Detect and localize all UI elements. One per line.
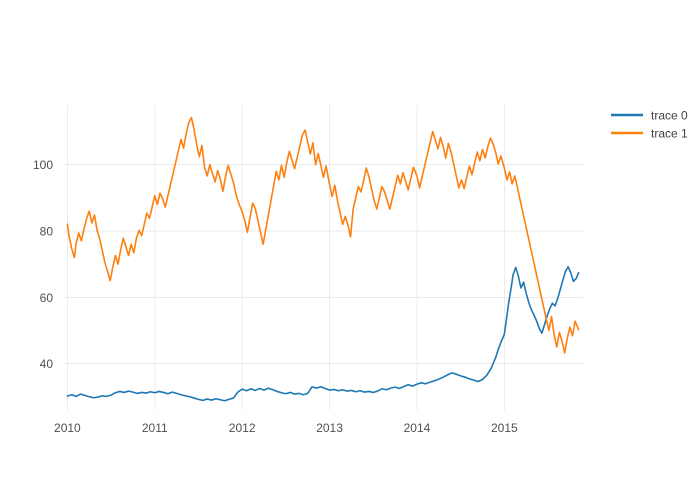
y-tick-label: 80 <box>40 224 54 238</box>
legend-label-0[interactable]: trace 0 <box>651 109 688 123</box>
y-tick-label: 40 <box>40 357 54 371</box>
chart-legend[interactable]: trace 0 trace 1 <box>611 109 688 141</box>
x-tick-label: 2012 <box>229 421 256 435</box>
x-tick-label: 2014 <box>404 421 431 435</box>
trace-line-1 <box>66 116 580 354</box>
trace-line-0 <box>66 265 580 402</box>
trace-lines <box>66 116 580 402</box>
x-tick-label: 2013 <box>316 421 343 435</box>
y-tick-label: 100 <box>33 158 53 172</box>
gridlines <box>63 105 583 410</box>
x-tick-label: 2010 <box>54 421 81 435</box>
x-axis-tick-labels: 2010 2011 2012 2013 2014 2015 <box>54 421 518 435</box>
legend-label-1[interactable]: trace 1 <box>651 127 688 141</box>
x-tick-label: 2015 <box>491 421 518 435</box>
y-tick-label: 60 <box>40 291 54 305</box>
y-axis-tick-labels: 40 60 80 100 <box>33 158 53 371</box>
x-tick-label: 2011 <box>142 421 168 435</box>
